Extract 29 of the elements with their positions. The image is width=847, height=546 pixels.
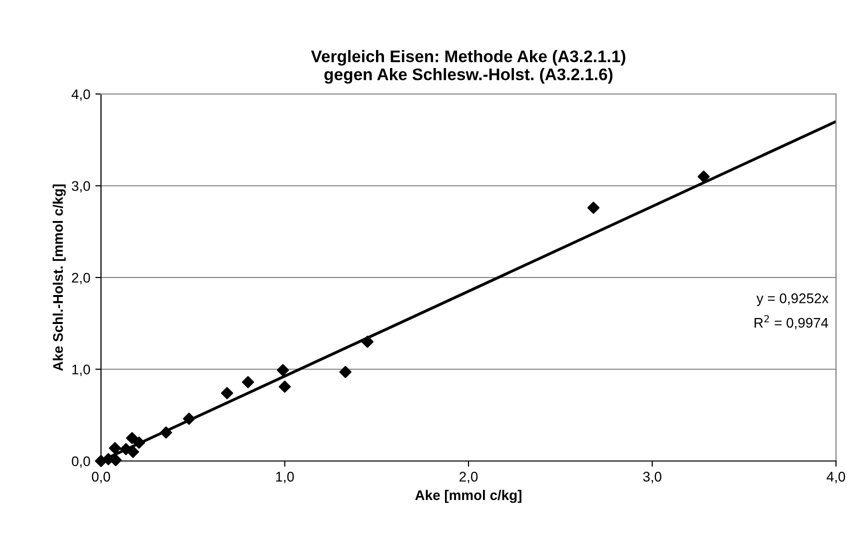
point xyxy=(160,426,172,439)
point xyxy=(220,387,234,400)
point xyxy=(182,412,196,425)
y-tick-label: 0,0 xyxy=(72,456,90,468)
point xyxy=(278,380,291,393)
chart-title: Vergleich Eisen: Methode Ake (A3.2.1.1) gegen Ake Schlesw.-Holst. (A3.2.1.6) xyxy=(311,50,626,84)
point xyxy=(587,202,600,214)
y-tick-label: 2,0 xyxy=(72,272,90,284)
y-tick-label: 4,0 xyxy=(72,89,90,101)
x-tick-label: 3,0 xyxy=(643,472,662,484)
point xyxy=(132,436,146,449)
annotation: R$^{2}$ = 0,9974 xyxy=(754,315,828,330)
point xyxy=(108,442,122,454)
x-tick-label: 0,0 xyxy=(92,472,110,484)
x-tick-label: 4,0 xyxy=(826,472,846,484)
point xyxy=(339,366,352,378)
x-tick-label: 2,0 xyxy=(460,472,478,484)
y-tick-label: 3,0 xyxy=(72,181,90,193)
point xyxy=(276,364,289,376)
point xyxy=(126,446,140,458)
annotation: y = 0,9252x xyxy=(756,293,829,306)
x-tick-label: 1,0 xyxy=(276,472,294,484)
point xyxy=(361,336,374,348)
y-axis-title: Ake Schl.-Holst. [mmol c/kg] xyxy=(52,184,66,371)
point xyxy=(242,376,254,388)
point xyxy=(126,432,138,444)
y-tick-label: 1,0 xyxy=(72,364,90,376)
x-axis-title: Ake [mmol c/kg] xyxy=(415,490,522,503)
point xyxy=(698,170,710,183)
